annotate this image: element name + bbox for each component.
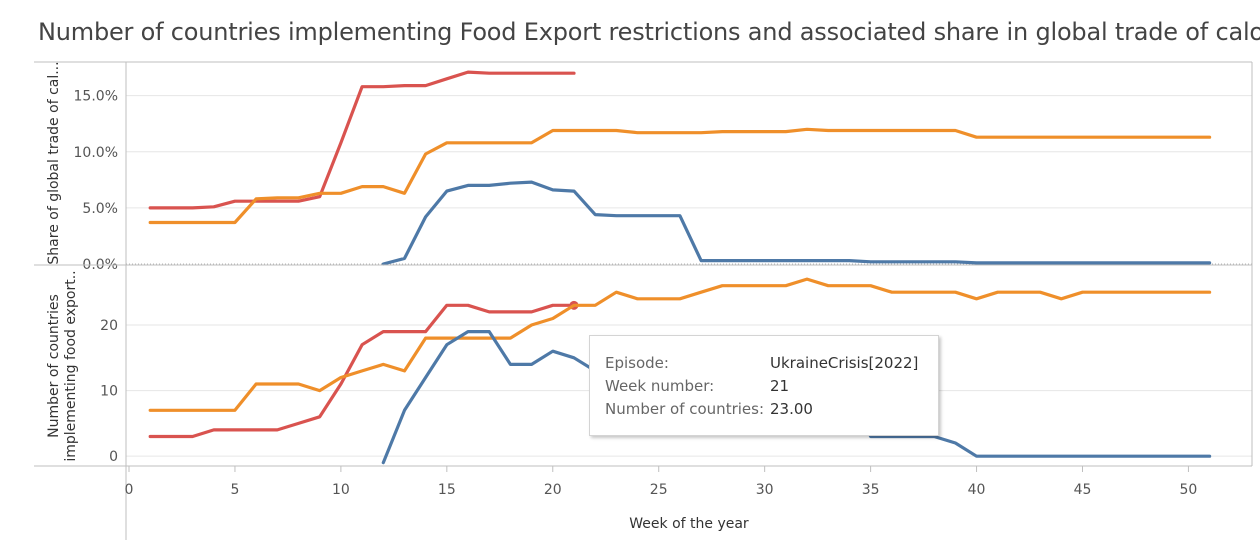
bottom-y-tick-label: 0 xyxy=(109,449,118,465)
x-tick-label: 35 xyxy=(862,482,880,498)
x-axis-title: Week of the year xyxy=(629,516,749,532)
top-y-tick-label: 15.0% xyxy=(74,89,118,105)
x-tick-label: 45 xyxy=(1074,482,1092,498)
top-series-line-2[interactable] xyxy=(381,180,1212,266)
bottom-series-line-0[interactable] xyxy=(148,303,576,439)
tooltip-week-label: Week number: xyxy=(605,377,715,395)
x-tick-label: 30 xyxy=(756,482,774,498)
x-tick-label: 50 xyxy=(1180,482,1198,498)
bottom-y-axis-title: Number of countriesimplementing food exp… xyxy=(46,270,79,461)
tooltip-episode-label: Episode: xyxy=(605,354,669,372)
top-y-tick-label: 10.0% xyxy=(74,145,118,161)
x-tick-label: 40 xyxy=(968,482,986,498)
chart-frame xyxy=(34,61,1253,540)
bottom-y-tick-label: 20 xyxy=(100,318,118,334)
x-axis: 0 5 10 15 20 25 30 35 40 45 50 Week of the year xyxy=(125,466,1198,532)
top-y-tick-label: 5.0% xyxy=(82,201,118,217)
x-tick-label: 5 xyxy=(230,482,239,498)
tooltip-episode-row: Episode: UkraineCrisis[2022] xyxy=(590,354,938,377)
tooltip-count-value: 23.00 xyxy=(770,400,813,418)
x-tick-label: 25 xyxy=(650,482,668,498)
tooltip-count-row: Number of countries: 23.00 xyxy=(590,400,938,423)
top-panel: 0.0%5.0%10.0%15.0%Share of global trade … xyxy=(46,61,1252,273)
tooltip: Episode: UkraineCrisis[2022] Week number… xyxy=(589,335,939,436)
x-tick-label: 10 xyxy=(332,482,350,498)
chart-title: Number of countries implementing Food Ex… xyxy=(38,18,1260,46)
top-series-line-0[interactable] xyxy=(148,70,576,210)
top-y-axis-title: Share of global trade of cal... xyxy=(46,61,62,264)
bottom-y-tick-label: 10 xyxy=(100,384,118,400)
top-series-line-1[interactable] xyxy=(148,127,1212,225)
x-tick-label: 0 xyxy=(125,482,134,498)
x-tick-label: 15 xyxy=(438,482,456,498)
bottom-series-line-1[interactable] xyxy=(148,277,1212,412)
tooltip-week-row: Week number: 21 xyxy=(590,377,938,400)
tooltip-count-label: Number of countries: xyxy=(605,400,765,418)
tooltip-episode-value: UkraineCrisis[2022] xyxy=(770,354,919,372)
x-tick-label: 20 xyxy=(544,482,562,498)
tooltip-week-value: 21 xyxy=(770,377,790,395)
